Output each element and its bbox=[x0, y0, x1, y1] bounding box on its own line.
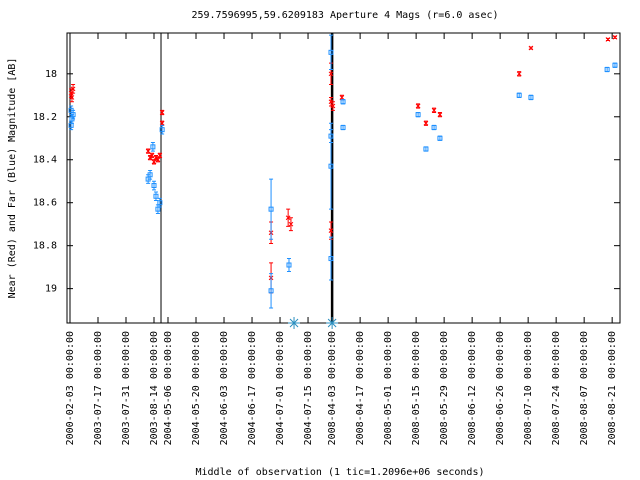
data-point bbox=[340, 99, 346, 105]
data-point bbox=[330, 103, 336, 109]
error-bar bbox=[286, 258, 291, 272]
y-tick-label: 18.2 bbox=[33, 112, 57, 123]
data-point bbox=[612, 62, 618, 68]
data-point bbox=[415, 103, 421, 109]
data-point bbox=[423, 146, 429, 152]
data-point bbox=[431, 107, 437, 113]
data-point bbox=[528, 45, 534, 51]
error-bar bbox=[69, 120, 74, 131]
data-point bbox=[340, 125, 346, 131]
data-point bbox=[149, 153, 155, 158]
x-tick-label: 2003-07-17 00:00:00 bbox=[93, 331, 104, 445]
data-point bbox=[437, 112, 443, 117]
x-tick-label: 2004-07-01 00:00:00 bbox=[275, 331, 286, 445]
bottom-marker bbox=[326, 317, 339, 329]
data-point bbox=[68, 122, 74, 128]
data-point bbox=[70, 86, 76, 92]
x-tick-label: 2008-05-01 00:00:00 bbox=[383, 331, 394, 445]
data-point bbox=[150, 144, 156, 150]
error-bar bbox=[328, 34, 333, 71]
x-tick-label: 2008-05-29 00:00:00 bbox=[439, 331, 450, 445]
x-tick-label: 2008-08-21 00:00:00 bbox=[607, 331, 618, 445]
data-point bbox=[328, 49, 334, 55]
error-bar bbox=[328, 122, 333, 210]
error-bar bbox=[160, 124, 165, 135]
plot-frame bbox=[66, 32, 621, 324]
error-bar bbox=[155, 204, 160, 214]
error-bar bbox=[157, 197, 162, 208]
data-point bbox=[328, 256, 334, 262]
bottom-marker bbox=[288, 317, 301, 329]
x-tick-label: 2008-06-12 00:00:00 bbox=[467, 331, 478, 445]
data-point bbox=[157, 153, 163, 158]
data-point bbox=[159, 110, 165, 115]
data-point bbox=[159, 127, 165, 133]
data-point bbox=[423, 120, 429, 126]
chart-title: 259.7596995,59.6209183 Aperture 4 Mags (… bbox=[191, 10, 498, 21]
data-point bbox=[516, 71, 522, 77]
x-tick-label: 2004-05-20 00:00:00 bbox=[191, 331, 202, 445]
data-point bbox=[415, 112, 421, 118]
error-bar bbox=[71, 109, 76, 120]
data-point bbox=[151, 183, 157, 189]
x-tick-label: 2004-07-15 00:00:00 bbox=[303, 331, 314, 445]
x-tick-label: 2004-06-03 00:00:00 bbox=[219, 331, 230, 445]
data-point bbox=[268, 206, 274, 212]
y-axis-label: Near (Red) and Far (Blue) Magnitude [AB] bbox=[7, 58, 18, 299]
data-point bbox=[145, 148, 151, 154]
y-tick-label: 19 bbox=[45, 284, 57, 295]
data-point bbox=[328, 228, 334, 233]
x-tick-label: 2003-07-31 00:00:00 bbox=[121, 331, 132, 445]
x-tick-label: 2003-08-14 00:00:00 bbox=[149, 331, 160, 445]
data-point bbox=[157, 200, 163, 206]
data-point bbox=[147, 172, 153, 178]
error-bar bbox=[148, 169, 153, 180]
data-point bbox=[431, 125, 437, 131]
x-tick-label: 2008-06-26 00:00:00 bbox=[495, 331, 506, 445]
error-bar bbox=[328, 236, 333, 281]
data-point bbox=[153, 193, 159, 199]
data-point bbox=[70, 112, 76, 118]
data-point bbox=[516, 92, 522, 98]
error-bar bbox=[153, 191, 158, 202]
x-tick-label: 2004-06-17 00:00:00 bbox=[247, 331, 258, 445]
data-point bbox=[612, 34, 618, 40]
x-tick-label: 2004-05-06 00:00:00 bbox=[163, 331, 174, 445]
data-point bbox=[437, 135, 443, 141]
data-point bbox=[286, 262, 292, 268]
x-tick-label: 2000-02-03 00:00:00 bbox=[65, 331, 76, 445]
data-point bbox=[605, 37, 611, 42]
y-tick-label: 18 bbox=[45, 69, 57, 80]
y-tick-label: 18.4 bbox=[33, 155, 57, 166]
data-point bbox=[69, 95, 75, 100]
x-tick-label: 2008-08-07 00:00:00 bbox=[579, 331, 590, 445]
data-point bbox=[528, 94, 534, 100]
error-bar bbox=[150, 142, 155, 152]
data-point bbox=[604, 67, 610, 73]
data-point bbox=[328, 163, 334, 169]
data-point bbox=[285, 215, 291, 221]
error-bar bbox=[269, 273, 274, 309]
x-tick-label: 2008-04-03 00:00:00 bbox=[327, 331, 338, 445]
data-point bbox=[155, 157, 161, 163]
data-point bbox=[339, 95, 345, 100]
error-bar bbox=[269, 178, 274, 240]
data-point bbox=[159, 120, 165, 126]
x-tick-label: 2008-07-24 00:00:00 bbox=[551, 331, 562, 445]
data-point bbox=[268, 288, 274, 294]
y-tick-label: 18.8 bbox=[33, 241, 57, 252]
data-point bbox=[151, 159, 157, 165]
y-tick-label: 18.6 bbox=[33, 198, 57, 209]
x-tick-label: 2008-04-17 00:00:00 bbox=[355, 331, 366, 445]
data-point bbox=[288, 221, 294, 227]
error-bar bbox=[152, 180, 157, 191]
x-axis-label: Middle of observation (1 tic=1.2096e+06 … bbox=[196, 467, 485, 478]
x-tick-label: 2008-05-15 00:00:00 bbox=[411, 331, 422, 445]
x-tick-label: 2008-07-10 00:00:00 bbox=[523, 331, 534, 445]
data-point bbox=[328, 71, 334, 77]
